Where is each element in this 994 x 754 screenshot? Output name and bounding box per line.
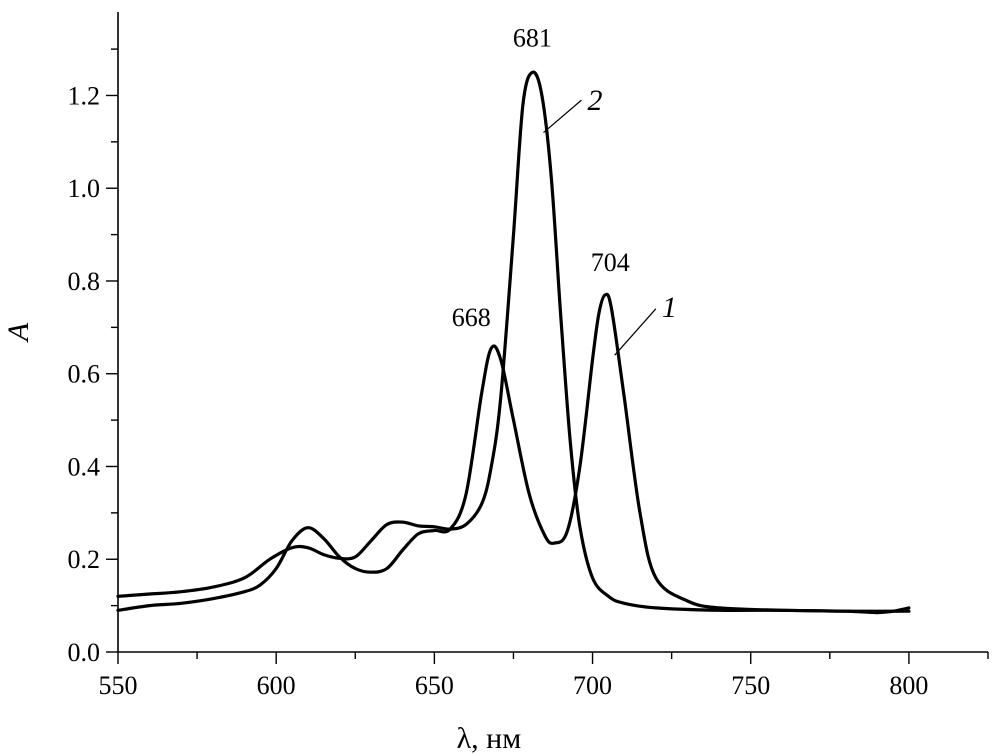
series-2-label: 2 xyxy=(587,84,602,117)
annotations: 681 668 704 2 1 xyxy=(452,23,677,356)
x-tick-label: 550 xyxy=(99,671,138,700)
x-tick-label: 600 xyxy=(257,671,296,700)
y-tick-label: 1.2 xyxy=(68,81,101,110)
series-1-leader xyxy=(614,308,657,356)
series-2-leader xyxy=(543,99,582,134)
y-tick-label: 0.6 xyxy=(68,360,101,389)
peak-label-681: 681 xyxy=(513,23,552,52)
y-tick-label: 0.2 xyxy=(68,545,101,574)
peak-label-668: 668 xyxy=(452,303,491,332)
series-1-line xyxy=(116,292,911,615)
x-tick-label: 800 xyxy=(889,671,928,700)
y-tick-label: 0.4 xyxy=(68,452,101,481)
y-tick-label: 0.0 xyxy=(68,638,101,667)
series-1-label: 1 xyxy=(662,291,677,324)
x-tick-label: 750 xyxy=(731,671,770,700)
axes: 550 600 650 700 750 800 0.0 0.2 0.4 0.6 0.8 1.0 1.2 xyxy=(68,12,989,700)
x-tick-label: 700 xyxy=(573,671,612,700)
y-tick-label: 0.8 xyxy=(68,267,101,296)
curves xyxy=(116,70,911,615)
series-2-line xyxy=(116,70,911,613)
y-tick-label: 1.0 xyxy=(68,174,101,203)
peak-label-704: 704 xyxy=(591,248,630,277)
x-axis-title: λ, нм xyxy=(457,722,522,754)
y-axis-title: A xyxy=(2,322,35,343)
x-tick-label: 650 xyxy=(415,671,454,700)
